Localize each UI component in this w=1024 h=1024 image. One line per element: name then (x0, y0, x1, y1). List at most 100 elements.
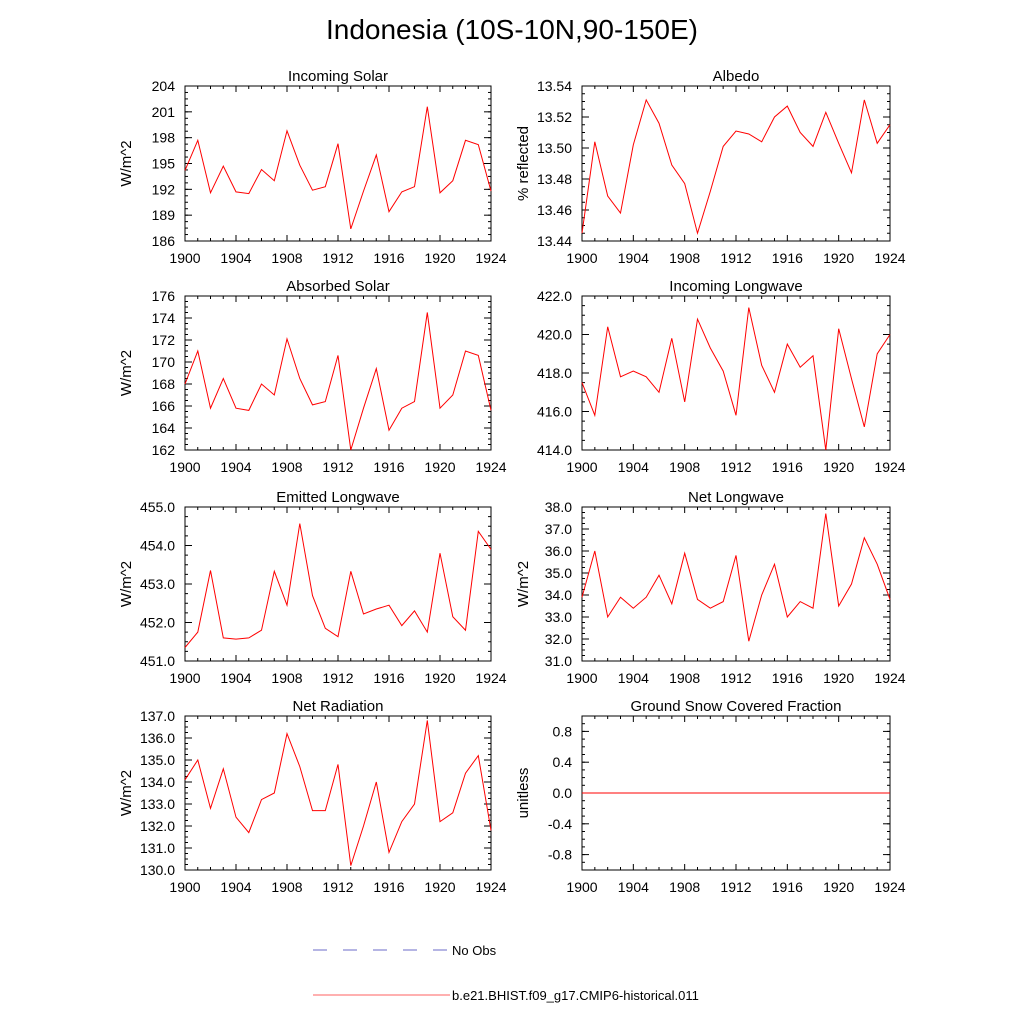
y-tick-label: 38.0 (545, 499, 572, 515)
x-tick-label: 1900 (566, 670, 597, 686)
y-tick-label: 162 (152, 442, 176, 458)
y-tick-label: 37.0 (545, 521, 572, 537)
x-tick-label: 1900 (169, 459, 200, 475)
plot-frame (184, 85, 492, 242)
x-tick-label: 1908 (669, 670, 700, 686)
x-tick-label: 1916 (373, 670, 404, 686)
x-tick-label: 1904 (618, 459, 649, 475)
x-tick-label: 1920 (823, 670, 854, 686)
y-tick-label: 35.0 (545, 565, 572, 581)
plot-frame (184, 506, 492, 662)
series-line (581, 307, 891, 451)
y-tick-label: 195 (152, 156, 176, 172)
x-tick-label: 1912 (720, 879, 751, 895)
y-tick-label: 176 (152, 288, 176, 304)
x-tick-label: 1920 (424, 250, 455, 266)
y-tick-label: 13.44 (537, 233, 572, 249)
x-tick-label: 1920 (823, 250, 854, 266)
panel-title: Net Radiation (293, 698, 384, 715)
x-tick-label: 1920 (823, 459, 854, 475)
y-tick-label: 130.0 (140, 862, 175, 878)
panel-2: Albedo % reflected 1900 1904 1908 1912 1916 192… (515, 68, 906, 266)
y-tick-label: 13.48 (537, 171, 572, 187)
y-tick-label: -0.8 (548, 847, 572, 863)
plot-frame (184, 715, 492, 871)
x-tick-label: 1908 (669, 879, 700, 895)
y-tick-label: 0.8 (553, 723, 573, 739)
y-tick-label: 452.0 (140, 615, 175, 631)
panel-title: Incoming Longwave (669, 278, 802, 295)
x-tick-label: 1908 (271, 879, 302, 895)
x-tick-label: 1904 (220, 670, 251, 686)
y-tick-label: 164 (152, 420, 176, 436)
series-line (581, 98, 891, 236)
y-tick-label: 204 (152, 78, 176, 94)
y-axis-label: W/m^2 (118, 140, 135, 186)
y-tick-label: 422.0 (537, 288, 572, 304)
x-tick-label: 1920 (424, 670, 455, 686)
x-tick-label: 1904 (618, 670, 649, 686)
y-tick-label: 454.0 (140, 538, 175, 554)
y-tick-label: 416.0 (537, 404, 572, 420)
legend-label: No Obs (452, 943, 497, 958)
x-tick-label: 1900 (566, 459, 597, 475)
x-tick-label: 1900 (169, 250, 200, 266)
y-tick-label: 134.0 (140, 774, 175, 790)
y-tick-label: 13.52 (537, 109, 572, 125)
legend: No Obs b.e21.BHIST.f09_g17.CMIP6-historic… (313, 943, 699, 1003)
y-tick-label: 133.0 (140, 796, 175, 812)
y-tick-label: 131.0 (140, 840, 175, 856)
y-tick-label: 418.0 (537, 365, 572, 381)
legend-label: b.e21.BHIST.f09_g17.CMIP6-historical.011 (452, 988, 699, 1003)
x-tick-label: 1924 (874, 670, 905, 686)
panel-7: Net Radiation W/m^2 1900 1904 1908 1912 1916 19… (118, 698, 507, 895)
y-axis-label: W/m^2 (118, 350, 135, 396)
plot-frame (581, 506, 891, 662)
series-line (184, 312, 492, 451)
panel-title: Ground Snow Covered Fraction (631, 698, 842, 715)
y-tick-label: 33.0 (545, 609, 572, 625)
y-tick-label: 189 (152, 207, 176, 223)
y-tick-label: 13.50 (537, 140, 572, 156)
y-tick-label: 201 (152, 104, 176, 120)
x-tick-label: 1916 (772, 879, 803, 895)
plot-frame (184, 295, 492, 451)
x-tick-label: 1900 (566, 250, 597, 266)
y-axis-label: W/m^2 (118, 770, 135, 816)
panel-8: Ground Snow Covered Fraction unitless 1900… (515, 698, 906, 895)
x-tick-label: 1916 (373, 459, 404, 475)
x-tick-label: 1920 (424, 879, 455, 895)
x-tick-label: 1916 (373, 250, 404, 266)
x-tick-label: 1924 (475, 879, 506, 895)
x-tick-label: 1908 (669, 250, 700, 266)
x-tick-label: 1916 (373, 879, 404, 895)
y-tick-label: 135.0 (140, 752, 175, 768)
x-tick-label: 1904 (220, 250, 251, 266)
y-tick-label: 186 (152, 233, 176, 249)
y-tick-label: 453.0 (140, 576, 175, 592)
x-tick-label: 1924 (874, 879, 905, 895)
panel-1: Incoming Solar W/m^2 1900 1904 1908 1912 1916 1… (118, 68, 507, 266)
x-tick-label: 1904 (618, 250, 649, 266)
page-title: Indonesia (10S-10N,90-150E) (325, 14, 698, 45)
y-tick-label: 32.0 (545, 631, 572, 647)
panel-title: Net Longwave (688, 489, 784, 506)
x-tick-label: 1912 (720, 670, 751, 686)
panel-4: Incoming Longwave 1900 1904 1908 1912 1916 192… (537, 278, 906, 475)
y-tick-label: 172 (152, 332, 176, 348)
panel-3: Absorbed Solar W/m^2 1900 1904 1908 1912 1916 1… (118, 278, 507, 475)
y-tick-label: 174 (152, 310, 176, 326)
y-axis-label: unitless (515, 768, 532, 819)
x-tick-label: 1900 (566, 879, 597, 895)
y-tick-label: 170 (152, 354, 176, 370)
x-tick-label: 1924 (475, 670, 506, 686)
x-tick-label: 1908 (271, 670, 302, 686)
series-line (184, 106, 492, 230)
plot-frame (581, 85, 891, 242)
y-tick-label: 166 (152, 398, 176, 414)
panel-title: Absorbed Solar (286, 278, 389, 295)
x-tick-label: 1900 (169, 670, 200, 686)
x-tick-label: 1924 (874, 250, 905, 266)
x-tick-label: 1912 (720, 459, 751, 475)
